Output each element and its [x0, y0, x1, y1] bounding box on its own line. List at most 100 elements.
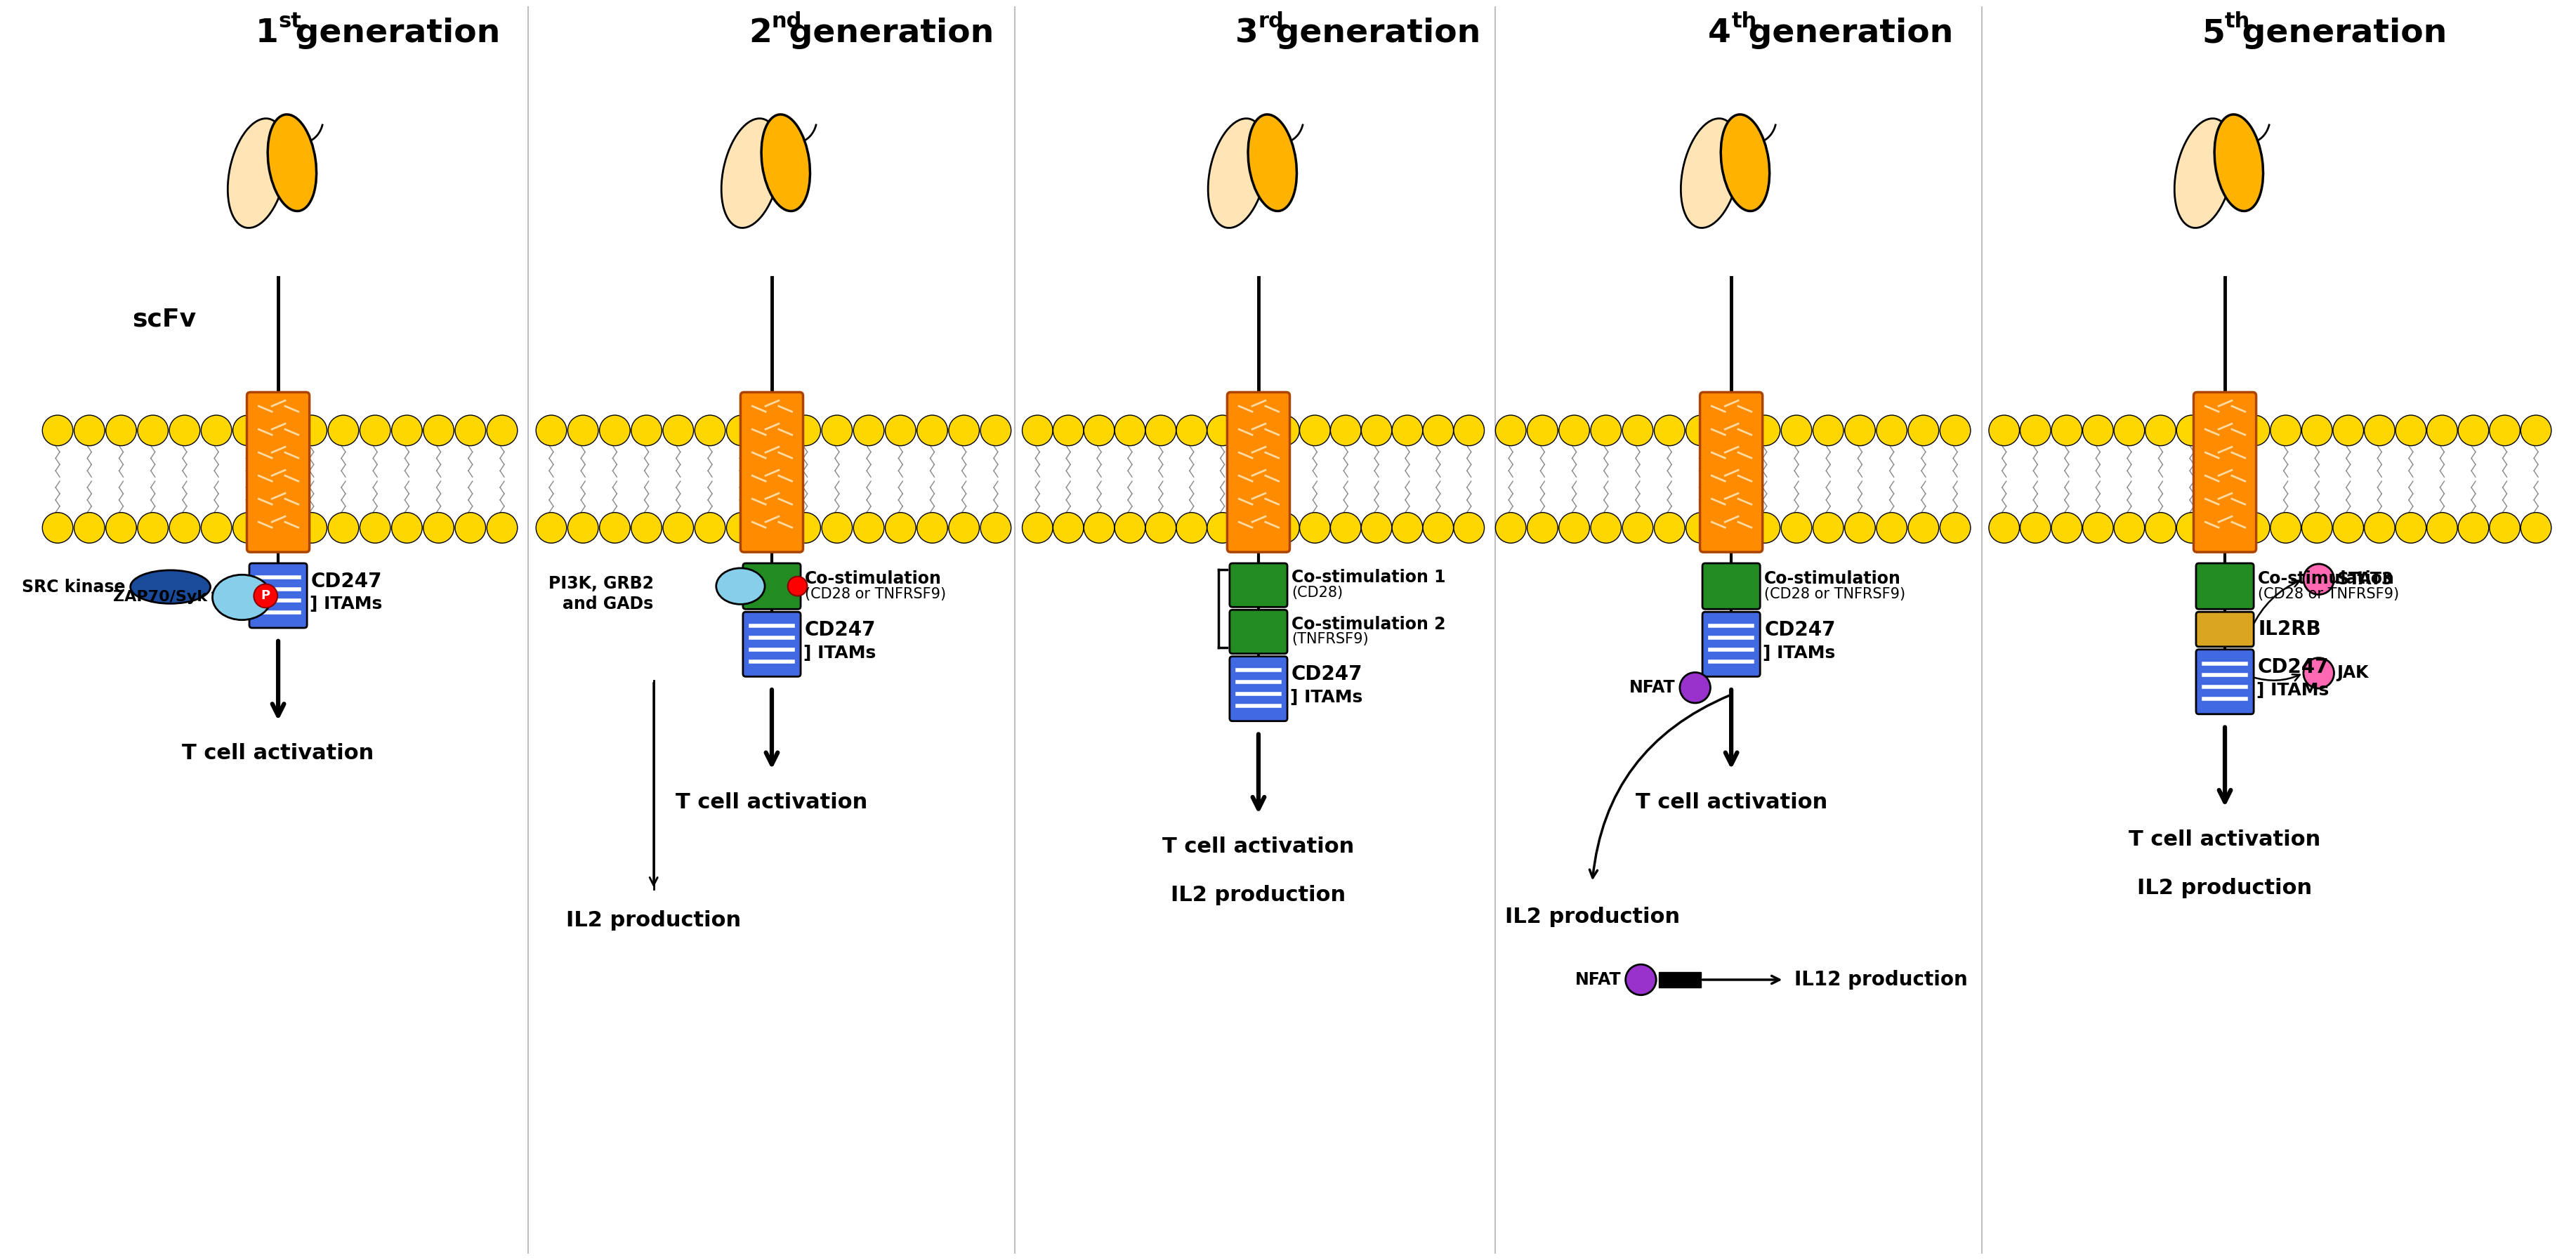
Circle shape [1814, 415, 1844, 446]
Text: 3: 3 [1236, 18, 1260, 49]
Text: IL2 production: IL2 production [1504, 907, 1680, 927]
Circle shape [232, 415, 263, 446]
Circle shape [662, 513, 693, 543]
Text: CD247: CD247 [2259, 658, 2329, 678]
Circle shape [1528, 513, 1558, 543]
Circle shape [2050, 415, 2081, 446]
Circle shape [2177, 513, 2208, 543]
Circle shape [422, 513, 453, 543]
FancyBboxPatch shape [742, 563, 801, 609]
FancyBboxPatch shape [1703, 612, 1759, 677]
Circle shape [2458, 415, 2488, 446]
Circle shape [1177, 513, 1208, 543]
Circle shape [1208, 513, 1236, 543]
Circle shape [1749, 513, 1780, 543]
Text: IL2 production: IL2 production [567, 910, 742, 931]
Circle shape [791, 415, 822, 446]
Circle shape [201, 513, 232, 543]
Circle shape [487, 513, 518, 543]
Circle shape [631, 415, 662, 446]
Circle shape [2239, 415, 2269, 446]
Circle shape [1844, 415, 1875, 446]
Ellipse shape [716, 568, 765, 605]
FancyBboxPatch shape [2195, 392, 2257, 552]
Circle shape [1625, 964, 1656, 995]
Circle shape [2146, 415, 2177, 446]
Text: 4: 4 [1708, 18, 1731, 49]
Circle shape [1270, 415, 1298, 446]
Circle shape [2522, 415, 2550, 446]
Circle shape [2427, 513, 2458, 543]
Text: ] ITAMs: ] ITAMs [309, 596, 381, 612]
Circle shape [1592, 415, 1620, 446]
Circle shape [917, 513, 948, 543]
Circle shape [1718, 415, 1749, 446]
Ellipse shape [268, 115, 317, 212]
Text: T cell activation: T cell activation [1162, 837, 1355, 857]
Text: generation: generation [1265, 18, 1481, 49]
Circle shape [567, 415, 598, 446]
Circle shape [791, 513, 822, 543]
Text: CD247: CD247 [804, 620, 876, 640]
Circle shape [788, 577, 806, 596]
Circle shape [2488, 415, 2519, 446]
Text: scFv: scFv [131, 307, 196, 331]
Circle shape [392, 415, 422, 446]
Circle shape [1497, 513, 1525, 543]
Circle shape [2050, 513, 2081, 543]
Circle shape [662, 415, 693, 446]
Circle shape [1875, 415, 1906, 446]
Circle shape [1084, 415, 1115, 446]
Circle shape [822, 415, 853, 446]
Text: generation: generation [283, 18, 500, 49]
Circle shape [2334, 415, 2365, 446]
Text: 1: 1 [255, 18, 278, 49]
Text: Co-stimulation: Co-stimulation [2259, 570, 2396, 587]
Circle shape [2303, 513, 2331, 543]
Text: ] ITAMs: ] ITAMs [2257, 682, 2329, 699]
Circle shape [1814, 513, 1844, 543]
Circle shape [1909, 415, 1940, 446]
Circle shape [1654, 415, 1685, 446]
Circle shape [1270, 513, 1298, 543]
Circle shape [255, 585, 278, 607]
Text: Co-stimulation: Co-stimulation [1765, 570, 1901, 587]
Circle shape [2458, 513, 2488, 543]
Text: (CD28 or TNFRSF9): (CD28 or TNFRSF9) [2259, 587, 2398, 601]
Circle shape [265, 415, 296, 446]
Circle shape [917, 415, 948, 446]
Circle shape [726, 513, 757, 543]
Circle shape [2146, 513, 2177, 543]
Text: CD247: CD247 [312, 572, 381, 591]
Circle shape [1360, 415, 1391, 446]
Circle shape [1208, 415, 1236, 446]
Circle shape [536, 513, 567, 543]
Text: PI3K, GRB2: PI3K, GRB2 [549, 575, 654, 592]
Circle shape [1623, 513, 1654, 543]
FancyBboxPatch shape [1229, 656, 1288, 721]
Circle shape [696, 513, 726, 543]
Circle shape [536, 415, 567, 446]
FancyBboxPatch shape [1229, 610, 1288, 654]
Circle shape [1391, 415, 1422, 446]
Circle shape [1329, 415, 1360, 446]
Circle shape [327, 415, 358, 446]
FancyBboxPatch shape [247, 392, 309, 552]
Circle shape [201, 415, 232, 446]
Circle shape [170, 513, 201, 543]
Circle shape [757, 513, 788, 543]
Text: IL2 production: IL2 production [1172, 886, 1345, 906]
FancyBboxPatch shape [742, 612, 801, 677]
Circle shape [1528, 415, 1558, 446]
Circle shape [886, 415, 917, 446]
Text: T cell activation: T cell activation [675, 793, 868, 813]
Circle shape [137, 415, 167, 446]
Circle shape [137, 513, 167, 543]
Circle shape [2115, 513, 2146, 543]
Text: 5: 5 [2202, 18, 2226, 49]
Circle shape [41, 513, 72, 543]
FancyBboxPatch shape [1659, 973, 1700, 988]
Ellipse shape [1721, 115, 1770, 212]
FancyBboxPatch shape [250, 563, 307, 627]
Circle shape [2020, 513, 2050, 543]
